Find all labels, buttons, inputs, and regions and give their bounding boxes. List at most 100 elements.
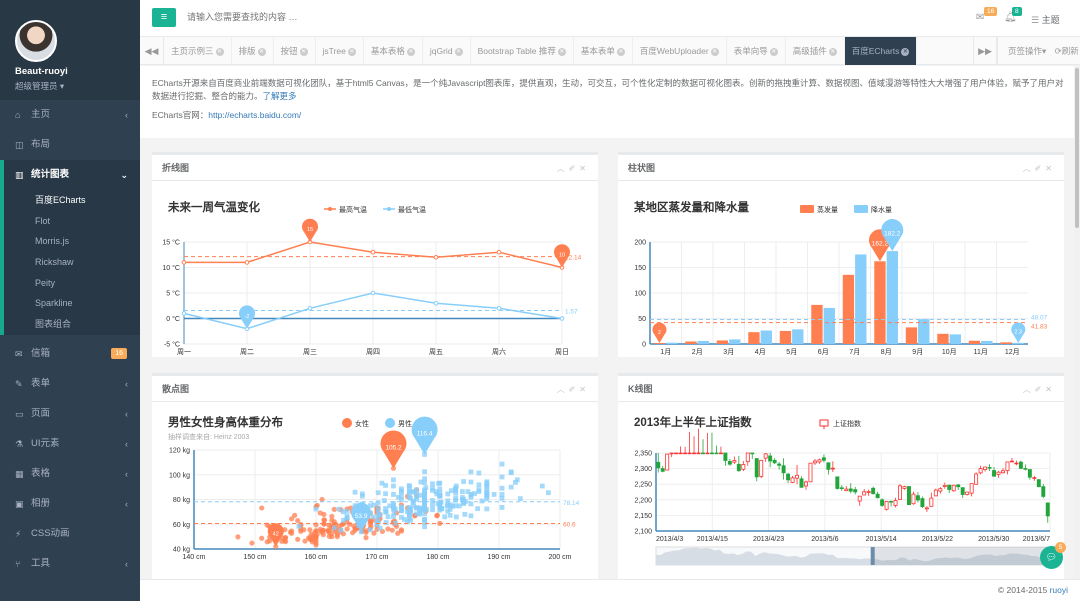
tab-item[interactable]: 基本表单 ✕	[574, 37, 633, 65]
data-point	[437, 486, 443, 492]
legend-label: 男性	[398, 419, 412, 428]
sidebar-item-css-animation[interactable]: ⚡ CSS动画	[0, 519, 140, 549]
data-point	[181, 311, 187, 316]
echarts-site-link[interactable]: http://echarts.baidu.com/	[208, 110, 302, 120]
panel-tools[interactable]: ︿✐✕	[1023, 384, 1056, 395]
tab-close-icon[interactable]: ✕	[557, 47, 566, 56]
x-tick-label: 6月	[818, 348, 829, 356]
sidebar-item-ui-elements[interactable]: ⚗ UI元素 ‹	[0, 429, 140, 459]
candle-body	[969, 483, 974, 494]
subnav-item-flot[interactable]: Flot	[35, 215, 51, 226]
subnav-item-echarts[interactable]: 百度ECharts	[35, 195, 86, 205]
sidebar-item-pages[interactable]: ▭ 页面 ‹	[0, 399, 140, 429]
data-point	[418, 479, 424, 485]
candle-body	[656, 461, 661, 469]
bar	[1000, 342, 1012, 344]
sidebar-item-layout[interactable]: ◫ 布局	[0, 130, 140, 160]
tab-label: 基本表单	[580, 46, 615, 56]
legend-swatch	[342, 418, 352, 428]
panel-tools[interactable]: ︿✐✕	[557, 163, 590, 174]
search-input[interactable]	[187, 12, 487, 22]
tab-item[interactable]: 百度WebUploader ✕	[633, 37, 727, 65]
notification-button[interactable]: 🔔︎ 8	[1004, 7, 1022, 23]
menu-toggle-button[interactable]: ≡	[152, 8, 176, 27]
candle-body	[727, 461, 732, 465]
data-point	[389, 527, 395, 533]
sidebar-item-home[interactable]: ⌂ 主页 ‹	[0, 100, 140, 130]
tab-item[interactable]: jsTree ✕	[316, 37, 364, 65]
learn-more-link[interactable]: 了解更多	[262, 91, 297, 101]
y-tick-label: 2,200	[634, 497, 652, 504]
subnav-item-rickshaw[interactable]: Rickshaw	[35, 257, 74, 268]
tab-item[interactable]: 排版 ✕	[232, 37, 274, 65]
user-name[interactable]: Beaut-ruoyi	[15, 66, 68, 77]
mail-button[interactable]: ✉ 16	[976, 7, 998, 23]
y-tick-label: 50	[638, 316, 646, 323]
subnav-item-sparkline[interactable]: Sparkline	[35, 298, 73, 309]
candle-body	[687, 452, 692, 455]
tab-close-icon[interactable]: ✕	[616, 47, 625, 56]
bar	[1012, 342, 1024, 344]
tab-item[interactable]: 基本表格 ✕	[364, 37, 423, 65]
subnav-item-chart-combo[interactable]: 图表组合	[35, 319, 72, 330]
theme-button[interactable]: ☰ 主题	[1031, 15, 1060, 25]
tab-close-icon[interactable]: ✕	[257, 47, 266, 56]
tab-close-icon[interactable]: ✕	[828, 47, 837, 56]
tab-close-icon[interactable]: ✕	[406, 47, 415, 56]
refresh-button[interactable]: ⟳刷新	[1054, 46, 1079, 56]
data-point	[422, 511, 427, 517]
tab-close-icon[interactable]: ✕	[299, 47, 308, 56]
tab-ops-dropdown[interactable]: 页签操作▾	[1008, 46, 1047, 56]
tab-item[interactable]: Bootstrap Table 推荐 ✕	[471, 37, 574, 65]
candle-body	[992, 470, 997, 477]
avatar[interactable]	[15, 20, 57, 62]
data-point	[461, 479, 467, 484]
comments-icon: 💬︎	[1045, 552, 1058, 562]
page-scrollbar-thumb[interactable]	[1075, 68, 1079, 228]
zoom-slider-handle-left[interactable]	[870, 547, 875, 565]
min-marker-pin	[267, 523, 284, 547]
sidebar-item-charts[interactable]: ▥ 统计图表 ⌄	[0, 160, 140, 190]
data-point	[329, 513, 335, 519]
user-role-dropdown[interactable]: 超级管理员 ▾	[15, 81, 65, 91]
tab-close-icon[interactable]: ✕	[454, 47, 463, 56]
bar-chart[interactable]: 某地区蒸发量和降水量 蒸发量 降水量 200 150 100 50 0 1月 2月 3月 4月 5月 6月…	[618, 181, 1064, 357]
sidebar-item-tables[interactable]: ▦ 表格 ‹	[0, 459, 140, 489]
panel-tools[interactable]: ︿✐✕	[1023, 163, 1056, 174]
x-tick-label: 7月	[849, 348, 860, 356]
data-point	[433, 489, 439, 494]
sidebar-item-forms[interactable]: ✎ 表单 ‹	[0, 369, 140, 399]
data-point	[456, 503, 462, 509]
tab-close-icon[interactable]: ✕	[347, 47, 356, 56]
tab-close-icon[interactable]: ✕	[901, 47, 910, 56]
tab-close-icon[interactable]: ✕	[215, 47, 224, 56]
data-point	[460, 489, 465, 494]
tab-item[interactable]: jqGrid ✕	[423, 37, 471, 65]
tab-scroll-left-button[interactable]: ◀◀	[140, 37, 164, 65]
tab-item[interactable]: 高级插件 ✕	[786, 37, 845, 65]
tab-item[interactable]: 百度ECharts ✕	[844, 37, 918, 65]
page-scrollbar[interactable]	[1074, 66, 1080, 579]
data-point	[371, 502, 377, 508]
subnav-item-morris[interactable]: Morris.js	[35, 236, 69, 247]
candlestick-chart[interactable]: 2013年上半年上证指数 上证指数 2,350 2,300 2,250 2,200 2,15…	[618, 402, 1064, 579]
tab-close-icon[interactable]: ✕	[769, 47, 778, 56]
page-tabs: 主页示例三 ✕ 排版 ✕ 按钮 ✕ jsTree ✕ 基本表格 ✕ jqGrid ✕ Bootstrap…	[164, 37, 918, 65]
subnav-item-peity[interactable]: Peity	[35, 277, 56, 288]
tab-close-icon[interactable]: ✕	[710, 47, 719, 56]
sidebar-item-album[interactable]: ▣ 相册 ‹	[0, 489, 140, 519]
sidebar-item-mailbox[interactable]: ✉ 信箱 16	[0, 339, 140, 369]
data-point	[375, 500, 381, 506]
tab-scroll-right-button[interactable]: ▶▶	[973, 37, 997, 65]
tab-item[interactable]: 表单向导 ✕	[727, 37, 786, 65]
panel-tools[interactable]: ︿✐✕	[557, 384, 590, 395]
data-point	[406, 505, 412, 510]
tab-item[interactable]: 按钮 ✕	[274, 37, 316, 65]
footer-author-link[interactable]: ruoyi	[1049, 585, 1068, 595]
x-tick-label: 2013/6/7	[1023, 536, 1050, 543]
tab-item[interactable]: 主页示例三 ✕	[164, 37, 232, 65]
sidebar-item-tools[interactable]: ⑂ 工具 ‹	[0, 549, 140, 579]
forward-icon: ▶▶	[978, 46, 992, 56]
